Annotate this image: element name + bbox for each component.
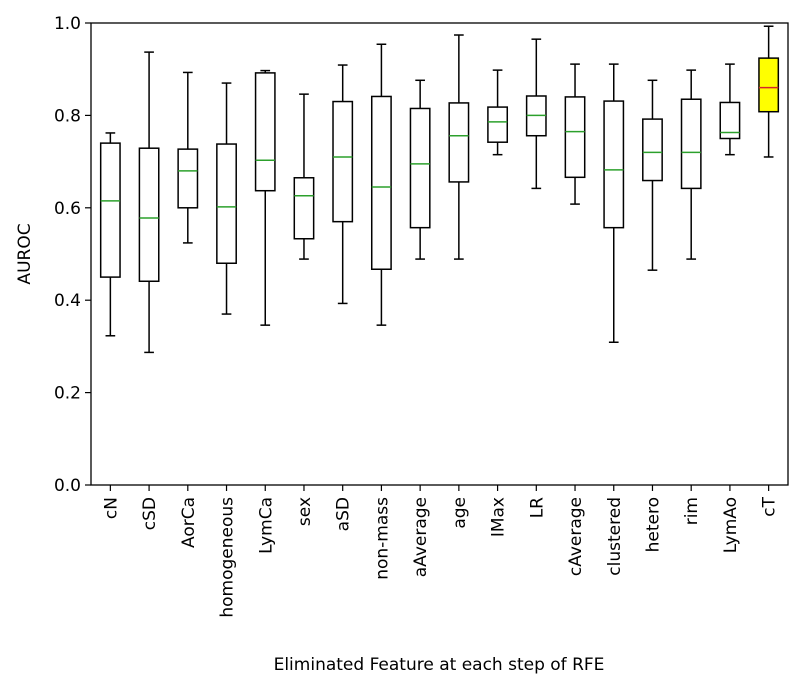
iqr-box [293,177,315,240]
y-tick-label: 1.0 [54,14,81,34]
box-cT [758,25,780,158]
box-cAverage [564,63,586,205]
x-tick-label: LR [527,497,547,518]
y-tick-label: 0.8 [54,106,81,126]
y-tick-label: 0.2 [54,384,81,404]
x-tick-label: LymAo [721,497,741,553]
x-tick-label: aSD [334,497,354,531]
x-tick-label: aAverage [411,497,431,577]
y-axis-label: AUROC [15,223,35,284]
iqr-box [138,147,160,283]
x-tick-label: cT [760,496,780,516]
x-tick-label: age [450,497,470,529]
y-tick-label: 0.4 [54,291,81,311]
box-aSD [332,64,354,305]
x-tick-label: LymCa [256,497,276,554]
boxes-layer [99,25,780,354]
x-tick-label: non-mass [372,497,392,580]
x-axis-label: Eliminated Feature at each step of RFE [274,655,605,675]
box-aAverage [409,79,431,260]
iqr-box [177,148,199,209]
box-LR [525,38,547,190]
x-tick-label: clustered [605,497,625,576]
box-cSD [138,51,160,354]
box-homogeneous [216,82,237,315]
plot-frame [90,22,789,486]
box-hetero [642,79,663,271]
box-cN [99,132,121,337]
x-tick-label: rim [682,497,702,525]
box-rim [680,69,702,260]
iqr-box [448,102,470,183]
x-tick-label: sex [295,497,315,526]
iqr-box [758,57,780,113]
box-IMax [487,69,509,156]
y-tick-label: 0.0 [54,476,81,496]
x-tick-label: cN [101,497,121,519]
x-tick-label: IMax [489,497,509,537]
iqr-box [409,107,431,229]
box-AorCa [177,71,199,244]
x-tick-label: cAverage [566,497,586,576]
x-tick-label: AorCa [179,497,199,548]
iqr-box [487,106,509,143]
box-LymCa [254,69,276,326]
iqr-box [370,95,392,270]
box-age [448,34,470,260]
x-tick-label: homogeneous [218,497,238,618]
iqr-box [642,118,663,182]
y-axis: 0.0 0.2 0.4 0.6 0.8 1.0 [54,14,91,496]
iqr-box [603,100,625,229]
iqr-box [332,100,354,223]
box-sex [293,93,315,260]
iqr-box [216,143,237,264]
box-clustered [603,63,625,343]
x-tick-label: cSD [140,497,160,530]
y-tick-label: 0.6 [54,199,81,219]
iqr-box [719,101,741,140]
iqr-box [254,72,276,192]
x-tick-label: hetero [643,497,663,552]
box-LymAo [719,63,741,156]
iqr-box [564,96,586,179]
iqr-box [680,98,702,190]
box-non-mass [370,43,392,326]
iqr-box [99,142,121,278]
x-axis: cN cSD AorCa homogeneous LymCa sex aSD non-mass… [101,485,780,618]
